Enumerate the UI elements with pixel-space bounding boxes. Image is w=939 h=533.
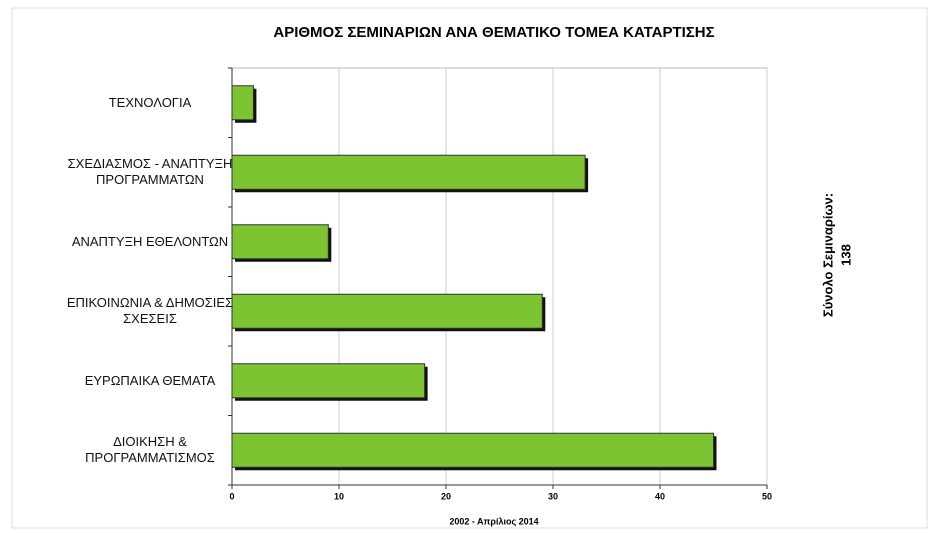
bar <box>231 363 426 399</box>
bar <box>231 224 329 260</box>
y-tick-label: ΑΝΑΠΤΥΞΗ ΕΘΕΛΟΝΤΩΝ <box>71 233 229 249</box>
bar <box>231 85 254 121</box>
bar-group <box>231 432 717 471</box>
bar-group <box>231 363 428 401</box>
bar <box>231 293 543 329</box>
bar-group <box>231 85 257 123</box>
bar-group <box>231 154 589 193</box>
y-tick-label: ΔΙΟΙΚΗΣΗ & ΠΡΟΓΡΑΜΜΑΤΙΣΜΟΣ <box>85 434 215 466</box>
x-tick-label: 10 <box>334 491 344 501</box>
bar-group <box>231 224 332 262</box>
bar-group <box>231 293 546 332</box>
bar <box>231 154 586 190</box>
side-value: 138 <box>838 244 853 266</box>
bar <box>231 432 714 468</box>
x-tick-label: 40 <box>655 491 665 501</box>
y-tick-label: ΕΠΙΚΟΙΝΩΝΙΑ & ΔΗΜΟΣΙΕΣ ΣΧΕΣΕΙΣ <box>66 295 234 327</box>
y-tick-label: ΕΥΡΩΠΑΙΚΑ ΘΕΜΑΤΑ <box>84 372 216 388</box>
y-tick-label: ΤΕΧΝΟΛΟΓΙΑ <box>108 94 192 110</box>
x-axis-label: 2002 - Απρίλιος 2014 <box>449 516 538 526</box>
plot-area <box>231 67 768 486</box>
x-tick-label: 0 <box>229 491 234 501</box>
side-label: Σύνολο Σεμιναρίων: <box>820 193 835 317</box>
x-tick-label: 50 <box>762 491 772 501</box>
x-tick-label: 20 <box>441 491 451 501</box>
chart-title: ΑΡΙΘΜΟΣ ΣΕΜΙΝΑΡΙΩΝ ΑΝΑ ΘΕΜΑΤΙΚΟ ΤΟΜΕΑ ΚΑ… <box>273 24 714 41</box>
y-tick-label: ΣΧΕΔΙΑΣΜΟΣ - ΑΝΑΠΤΥΞΗ ΠΡΟΓΡΑΜΜΑΤΩΝ <box>67 156 233 188</box>
x-tick-label: 30 <box>548 491 558 501</box>
